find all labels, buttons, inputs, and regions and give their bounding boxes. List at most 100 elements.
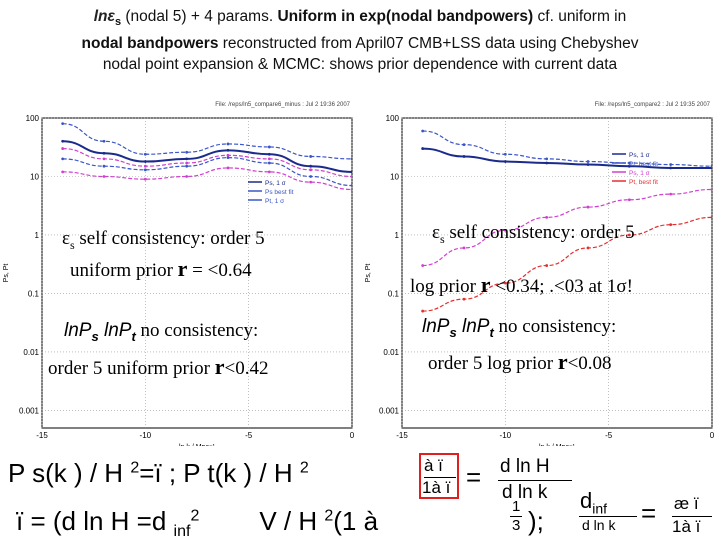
data-point (350, 157, 352, 161)
data-point (185, 150, 189, 154)
y-tick-label: 0.001 (19, 406, 40, 415)
data-point (185, 157, 189, 161)
title-line-2: nodal bandpowers reconstructed from Apri… (0, 33, 720, 54)
formula1-sup: 2 (130, 459, 140, 477)
data-point (61, 139, 65, 143)
d-num-text: d (580, 488, 593, 513)
data-point (102, 157, 106, 161)
data-point (421, 129, 425, 133)
data-point (143, 152, 147, 156)
title-line-3: nodal point expansion & MCMC: shows prio… (102, 56, 618, 74)
y-tick-label: 0.01 (383, 348, 399, 357)
formula2-sup: 2 (190, 507, 200, 525)
d-num-sub: inf (592, 500, 608, 517)
title-symbol: lnε (93, 8, 115, 25)
left-overlay-line-3: lnPs lnPt no consistency: (64, 320, 258, 344)
formula1-sup2: 2 (299, 459, 309, 477)
formula2-frac-num: 1 (512, 498, 521, 515)
data-point (462, 143, 466, 147)
data-point (669, 192, 673, 196)
right-line4-post: <0.08 (567, 353, 612, 374)
epsilon-box: à ï 1à ï (419, 453, 459, 499)
right-line4-r: r (557, 349, 568, 374)
data-point (267, 170, 271, 174)
data-point (350, 184, 352, 187)
data-point (586, 246, 590, 250)
right-overlay-line-3: lnPs lnPt no consistency: (422, 316, 616, 340)
title-symbol-sub: s (114, 16, 122, 29)
data-point (185, 175, 189, 178)
y-tick-label: 10 (390, 172, 399, 181)
series-group (61, 122, 352, 191)
box-denominator: 1à ï (422, 478, 451, 497)
data-point (226, 142, 230, 146)
left-lnpt: lnP (98, 320, 132, 341)
data-point (503, 228, 507, 232)
x-axis-label: ln k / Mpc⁻¹ (179, 444, 216, 446)
data-point (226, 156, 230, 160)
y-tick-label: 0.1 (388, 289, 400, 298)
right-lnpt-sub: t (489, 324, 494, 340)
box-fraction-bar (424, 477, 456, 478)
series-line (62, 167, 352, 191)
x-tick-label: -5 (605, 431, 613, 440)
formula-eq-1: = (466, 462, 482, 492)
right-overlay-line-4: order 5 log prior r<0.08 (428, 349, 612, 375)
formula-line-2: ï = (d ln H =d inf2 V / H 2(1 à (16, 506, 378, 541)
data-point (669, 223, 673, 227)
series-line (62, 157, 352, 187)
data-point (462, 297, 466, 301)
frac-bar (498, 480, 572, 481)
data-point (143, 177, 147, 181)
right-eps-sub: s (439, 231, 445, 246)
data-point (309, 164, 313, 168)
right-line2-pre: log prior (410, 276, 481, 297)
data-point (143, 160, 147, 163)
data-point (627, 198, 631, 202)
series-line (62, 147, 352, 178)
x-tick-label: 0 (710, 431, 715, 440)
r-frac-bar (672, 516, 712, 517)
left-overlay-line-2: uniform prior r = <0.64 (70, 256, 252, 282)
left-eps-symbol: ε (62, 228, 70, 249)
data-point (267, 145, 271, 149)
series-line (422, 188, 712, 267)
left-overlay-line-1: εs self consistency: order 5 (62, 228, 265, 253)
plot-frame (41, 117, 353, 429)
legend-label: Pt, best fit (629, 179, 658, 186)
data-point (226, 153, 230, 157)
formula2-d: ); (528, 506, 544, 536)
formula2-sub: inf (173, 523, 191, 541)
data-point (102, 139, 106, 143)
formula2-frac-den: 3 (512, 517, 521, 534)
x-tick-label: -15 (36, 431, 48, 440)
right-line1-text: self consistency: order 5 (444, 222, 635, 243)
right-overlay-line-2: log prior r <0.34; .<03 at 1σ! (410, 272, 633, 298)
right-line4-pre: order 5 log prior (428, 353, 558, 374)
data-point (226, 148, 230, 152)
data-point (309, 155, 313, 158)
title-line2-bold: nodal bandpowers (81, 35, 219, 53)
data-point (545, 264, 549, 267)
data-point (102, 175, 106, 178)
data-point (669, 166, 673, 170)
left-line2-r: r (177, 256, 188, 281)
data-point (462, 246, 466, 250)
formula1-b: =ï ; P t(k ) / H (139, 458, 300, 488)
y-tick-label: 10 (30, 172, 39, 181)
left-lnps-sub: s (91, 328, 99, 344)
right-overlay-line-1: εs self consistency: order 5 (432, 222, 635, 247)
data-point (503, 281, 507, 285)
series-line (62, 123, 352, 160)
x-axis-label: ln k / Mpc⁻¹ (539, 444, 576, 446)
formula2-a: ï = (d ln H =d (16, 506, 174, 536)
left-line2-pre: uniform prior (70, 260, 178, 281)
formula2-sup2: 2 (324, 507, 334, 525)
y-tick-label: 1 (35, 231, 40, 240)
left-line3-text: no consistency: (135, 320, 259, 341)
file-label: File: /reps/ln5_compare6_minus : Jul 2 1… (215, 102, 350, 108)
d-frac-bar (579, 516, 637, 517)
left-overlay-line-4: order 5 uniform prior r<0.42 (48, 354, 268, 380)
data-point (627, 161, 631, 165)
formula2-c: (1 à (333, 506, 379, 536)
